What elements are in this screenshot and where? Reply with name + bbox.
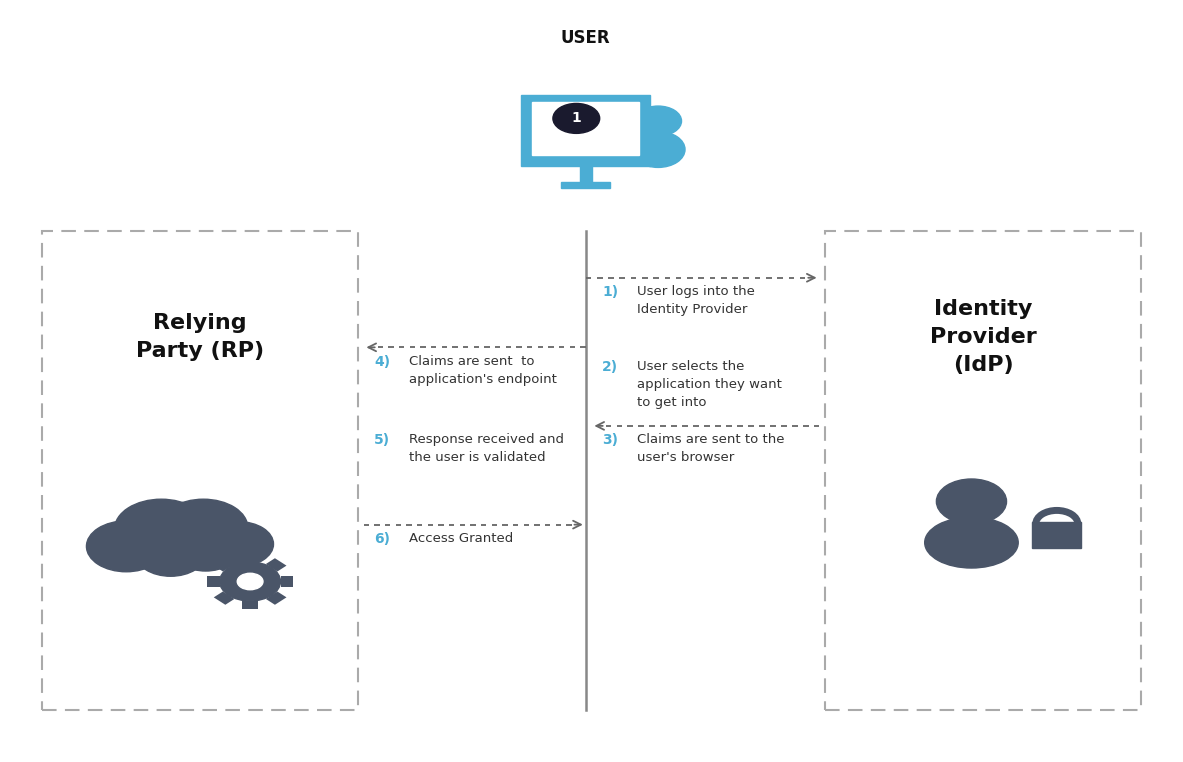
Circle shape: [203, 522, 273, 566]
Polygon shape: [243, 601, 258, 609]
Text: 2): 2): [602, 360, 619, 374]
Circle shape: [136, 531, 206, 576]
Text: Claims are sent  to
application's endpoint: Claims are sent to application's endpoin…: [409, 355, 557, 386]
Bar: [1033, 523, 1081, 548]
Bar: [43, 232, 357, 710]
Text: 5): 5): [374, 434, 390, 447]
Polygon shape: [243, 554, 258, 562]
Text: 3): 3): [602, 434, 618, 447]
Text: 4): 4): [374, 355, 390, 369]
Circle shape: [635, 106, 681, 136]
Circle shape: [86, 521, 166, 572]
Polygon shape: [561, 182, 610, 187]
Polygon shape: [532, 101, 640, 155]
Circle shape: [238, 573, 263, 590]
Text: Access Granted: Access Granted: [409, 532, 513, 545]
Circle shape: [552, 104, 600, 133]
Polygon shape: [580, 166, 592, 182]
Circle shape: [220, 562, 280, 601]
Circle shape: [115, 499, 208, 559]
Polygon shape: [207, 576, 220, 587]
Text: Response received and
the user is validated: Response received and the user is valida…: [409, 434, 564, 464]
Text: 1): 1): [602, 285, 619, 299]
Text: Claims are sent to the
user's browser: Claims are sent to the user's browser: [638, 434, 784, 464]
Polygon shape: [280, 576, 293, 587]
Text: 6): 6): [374, 532, 390, 546]
Circle shape: [159, 499, 247, 556]
Ellipse shape: [925, 517, 1019, 568]
Text: Identity
Provider
(IdP): Identity Provider (IdP): [930, 299, 1036, 375]
Polygon shape: [214, 591, 234, 605]
Polygon shape: [266, 559, 286, 572]
Text: Relying
Party (RP): Relying Party (RP): [136, 312, 264, 360]
Circle shape: [173, 529, 239, 571]
Text: USER: USER: [561, 30, 610, 47]
Circle shape: [937, 479, 1007, 524]
Text: User logs into the
Identity Provider: User logs into the Identity Provider: [638, 285, 755, 316]
Bar: [826, 232, 1140, 710]
Polygon shape: [214, 559, 234, 572]
Text: 1: 1: [571, 111, 581, 126]
Polygon shape: [522, 94, 649, 166]
Ellipse shape: [632, 132, 685, 168]
Text: User selects the
application they want
to get into: User selects the application they want t…: [638, 360, 782, 409]
Polygon shape: [266, 591, 286, 605]
